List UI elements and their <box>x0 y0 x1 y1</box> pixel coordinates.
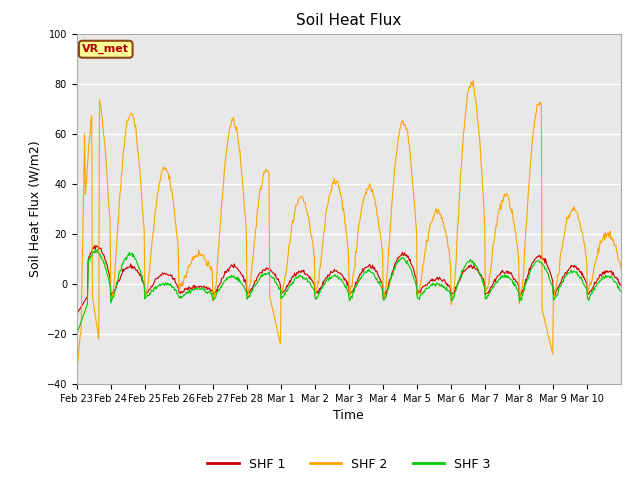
SHF 3 <box>406 264 413 270</box>
SHF 1 <box>264 266 272 272</box>
SHF 3 <box>93 247 101 252</box>
SHF 3 <box>617 288 625 294</box>
SHF 1 <box>92 243 100 249</box>
SHF 3 <box>237 281 245 287</box>
SHF 1 <box>138 274 145 280</box>
Text: VR_met: VR_met <box>82 44 129 54</box>
SHF 2 <box>73 369 81 374</box>
Title: Soil Heat Flux: Soil Heat Flux <box>296 13 401 28</box>
SHF 1 <box>237 272 245 277</box>
SHF 1 <box>73 311 81 317</box>
SHF 3 <box>138 274 145 279</box>
SHF 3 <box>436 283 444 289</box>
X-axis label: Time: Time <box>333 409 364 422</box>
SHF 1 <box>285 281 292 287</box>
SHF 3 <box>73 331 81 337</box>
SHF 2 <box>237 159 244 165</box>
SHF 2 <box>617 265 625 271</box>
SHF 2 <box>469 78 477 84</box>
SHF 2 <box>405 140 413 146</box>
SHF 2 <box>264 169 271 175</box>
Legend: SHF 1, SHF 2, SHF 3: SHF 1, SHF 2, SHF 3 <box>202 453 495 476</box>
Line: SHF 1: SHF 1 <box>77 246 621 314</box>
SHF 3 <box>264 271 272 277</box>
SHF 2 <box>435 211 443 216</box>
SHF 1 <box>406 258 413 264</box>
SHF 3 <box>285 285 292 291</box>
Y-axis label: Soil Heat Flux (W/m2): Soil Heat Flux (W/m2) <box>28 141 41 277</box>
SHF 1 <box>617 282 625 288</box>
Line: SHF 3: SHF 3 <box>77 250 621 334</box>
SHF 1 <box>436 275 444 281</box>
SHF 2 <box>137 177 145 183</box>
SHF 2 <box>284 252 292 257</box>
Line: SHF 2: SHF 2 <box>77 81 621 372</box>
